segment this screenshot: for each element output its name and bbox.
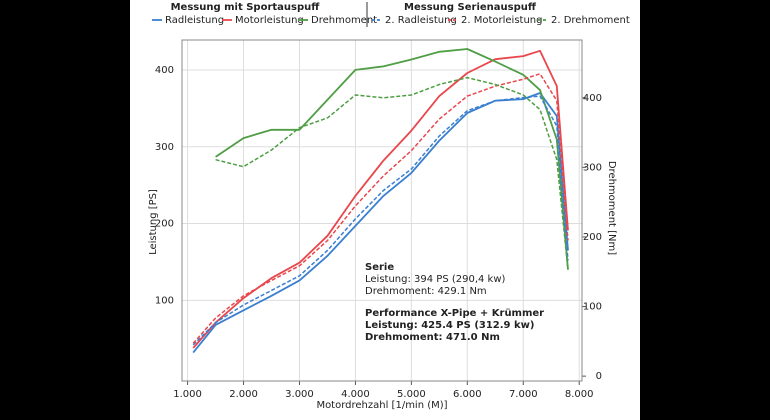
legend-label: 2. Drehmoment — [551, 15, 630, 26]
legend-label: Drehmoment — [311, 15, 377, 26]
series-line — [192, 92, 569, 354]
annotation: Leistung: 425.4 PS (312.9 kw) — [365, 320, 534, 331]
legend-label: Radleistung — [165, 15, 224, 26]
y2-tick-label: 400 — [583, 93, 602, 104]
annotation: Drehmoment: 471.0 Nm — [365, 332, 500, 343]
y-tick-label: 100 — [155, 295, 174, 306]
y2-tick-label: 0 — [596, 371, 602, 382]
y2-tick-label: 100 — [583, 302, 602, 313]
y2-tick-label: 300 — [583, 162, 602, 173]
x-tick-label: 4.000 — [341, 389, 370, 400]
legend-label: Motorleistung — [235, 15, 304, 26]
legend-label: 2. Radleistung — [385, 15, 457, 26]
x-axis-label: Motordrehzahl [1/min (M)] — [316, 400, 447, 411]
y-tick-label: 200 — [155, 219, 174, 230]
y-axis-label: Leistung [PS] — [148, 189, 159, 255]
annotation: Leistung: 394 PS (290,4 kw) — [365, 274, 506, 285]
series-line — [215, 76, 569, 270]
x-tick-label: 6.000 — [453, 389, 482, 400]
legend-label: 2. Motorleistung — [461, 15, 542, 26]
series-line — [192, 73, 569, 344]
x-tick-label: 1.000 — [173, 389, 202, 400]
x-tick-label: 7.000 — [509, 389, 538, 400]
x-tick-label: 3.000 — [285, 389, 314, 400]
plot-frame — [181, 39, 583, 382]
y-tick-label: 300 — [155, 142, 174, 153]
x-tick-label: 8.000 — [565, 389, 594, 400]
y2-axis-label: Drehmoment [Nm] — [606, 161, 617, 255]
legend-title: Messung mit Sportauspuff — [171, 2, 321, 13]
y-tick-label: 400 — [155, 65, 174, 76]
legend-title: Messung Serienauspuff — [404, 2, 537, 13]
annotation: Performance X-Pipe + Krümmer — [365, 308, 544, 319]
series-line — [215, 48, 569, 270]
y2-tick-label: 200 — [583, 232, 602, 243]
x-tick-label: 5.000 — [397, 389, 426, 400]
annotation: Serie — [365, 262, 394, 273]
x-tick-label: 2.000 — [229, 389, 258, 400]
series-line — [192, 95, 569, 346]
annotation: Drehmoment: 429.1 Nm — [365, 286, 487, 297]
